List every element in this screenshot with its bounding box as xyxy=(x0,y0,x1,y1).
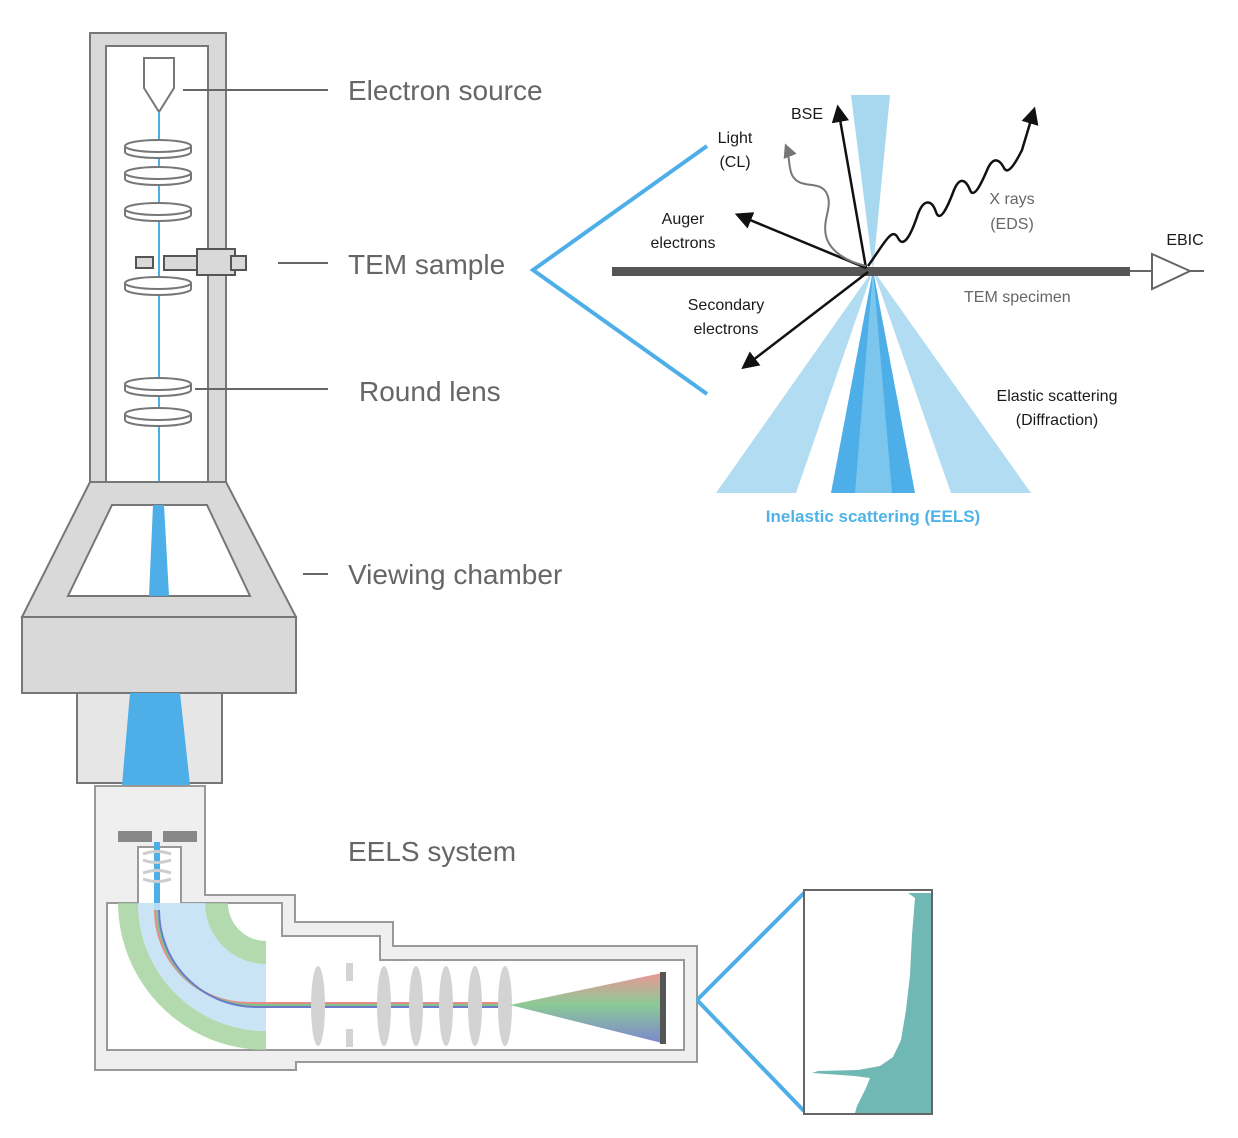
leader-lines xyxy=(183,89,328,575)
viewing-chamber-beam xyxy=(149,505,169,596)
prism-outer-green xyxy=(118,903,266,1051)
label-inelastic: Inelastic scattering (EELS) xyxy=(766,507,980,526)
label-ebic: EBIC xyxy=(1166,232,1203,249)
label-viewing-chamber: Viewing chamber xyxy=(348,559,562,590)
sample-holder xyxy=(135,248,247,276)
label-xrays-eds: (EDS) xyxy=(990,216,1034,233)
detector xyxy=(660,972,666,1044)
label-elastic-diffraction: (Diffraction) xyxy=(1016,412,1098,429)
prism-inner-green xyxy=(205,903,266,964)
light-wavy-arrow xyxy=(783,143,867,267)
incident-beam xyxy=(851,95,890,270)
eels-spectrum xyxy=(812,893,931,1113)
entrance-aperture-right xyxy=(163,831,197,842)
interaction-diagram xyxy=(529,95,1204,493)
label-tem-specimen: TEM specimen xyxy=(964,289,1071,306)
label-auger: Auger xyxy=(662,211,705,228)
spectrometer-lenses xyxy=(311,963,512,1047)
label-round-lens: Round lens xyxy=(359,376,501,407)
label-auger-electrons: electrons xyxy=(651,235,716,252)
camera-chamber xyxy=(21,616,297,694)
prism-blue xyxy=(138,903,266,1031)
elastic-cone-right xyxy=(873,270,1031,493)
tem-specimen-bar xyxy=(612,267,1130,276)
label-secondary-electrons: electrons xyxy=(694,321,759,338)
elastic-cone-left xyxy=(716,270,873,493)
entry-coupling-lenses xyxy=(142,850,172,883)
label-electron-source: Electron source xyxy=(348,75,543,106)
inelastic-cone-core xyxy=(855,270,892,493)
microscope-column xyxy=(20,32,698,1071)
label-secondary: Secondary xyxy=(688,297,765,314)
spectrum-fan xyxy=(510,973,662,1043)
label-tem-sample: TEM sample xyxy=(348,249,505,280)
ebic-amplifier-icon xyxy=(1151,252,1193,291)
inset-connector-bottom xyxy=(695,998,806,1113)
spectrum-inset xyxy=(695,889,933,1115)
objective-lens xyxy=(124,276,192,296)
bse-arrow xyxy=(831,104,868,269)
dispersed-beam-blue xyxy=(158,909,510,1008)
magnetic-prism xyxy=(118,903,510,1051)
label-elastic: Elastic scattering xyxy=(997,388,1118,405)
electron-gun xyxy=(143,57,175,114)
label-light: Light xyxy=(718,130,753,147)
auger-arrow xyxy=(734,212,867,270)
zoom-bracket xyxy=(529,144,709,396)
inset-connector-top xyxy=(695,891,806,1002)
label-light-cl: (CL) xyxy=(719,154,750,171)
secondary-arrow xyxy=(741,271,869,370)
condenser-lenses xyxy=(124,139,192,222)
round-lenses xyxy=(124,377,192,427)
label-eels-system: EELS system xyxy=(348,836,516,867)
entrance-aperture-left xyxy=(118,831,152,842)
xray-wavy-arrow xyxy=(866,106,1039,267)
label-bse: BSE xyxy=(791,106,823,123)
label-xrays: X rays xyxy=(989,191,1034,208)
